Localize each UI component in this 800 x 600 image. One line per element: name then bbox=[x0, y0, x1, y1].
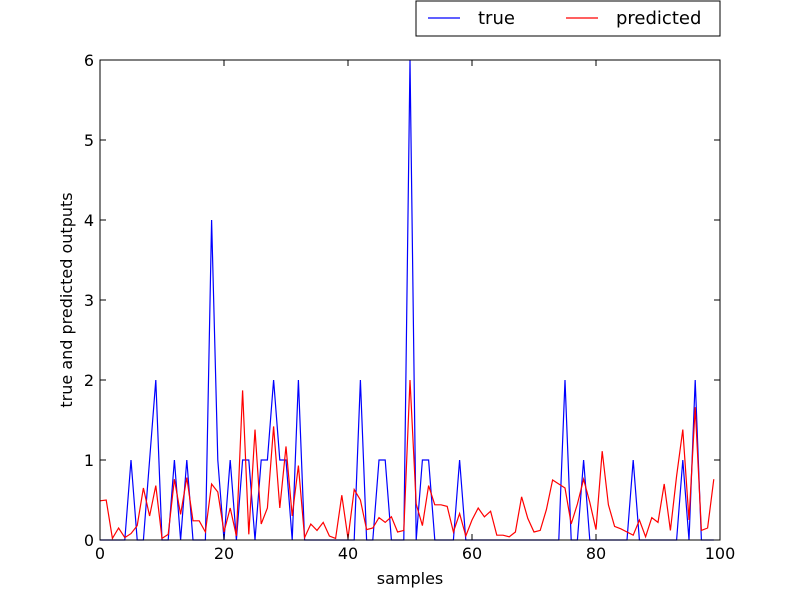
y-tick-label: 3 bbox=[84, 291, 94, 310]
x-tick-label: 40 bbox=[338, 544, 358, 563]
y-tick-label: 5 bbox=[84, 131, 94, 150]
y-tick-label: 1 bbox=[84, 451, 94, 470]
series-line-predicted bbox=[99, 379, 715, 541]
x-tick-label: 60 bbox=[462, 544, 482, 563]
x-axis-label: samples bbox=[377, 569, 444, 588]
x-tick-label: 0 bbox=[95, 544, 105, 563]
ticks-layer: 0 20 40 60 80 100 0 1 2 3 4 5 6 bbox=[84, 51, 735, 563]
y-tick-label: 6 bbox=[84, 51, 94, 70]
y-tick-label: 2 bbox=[84, 371, 94, 390]
y-tick-label: 0 bbox=[84, 531, 94, 550]
y-tick-label: 4 bbox=[84, 211, 94, 230]
x-tick-label: 20 bbox=[214, 544, 234, 563]
plot-area bbox=[100, 60, 720, 540]
legend: true predicted bbox=[415, 0, 721, 37]
legend-label-predicted: predicted bbox=[616, 8, 701, 29]
legend-label-true: true bbox=[478, 8, 515, 29]
y-axis-label: true and predicted outputs bbox=[57, 192, 76, 407]
x-tick-label: 100 bbox=[705, 544, 736, 563]
x-tick-label: 80 bbox=[586, 544, 606, 563]
